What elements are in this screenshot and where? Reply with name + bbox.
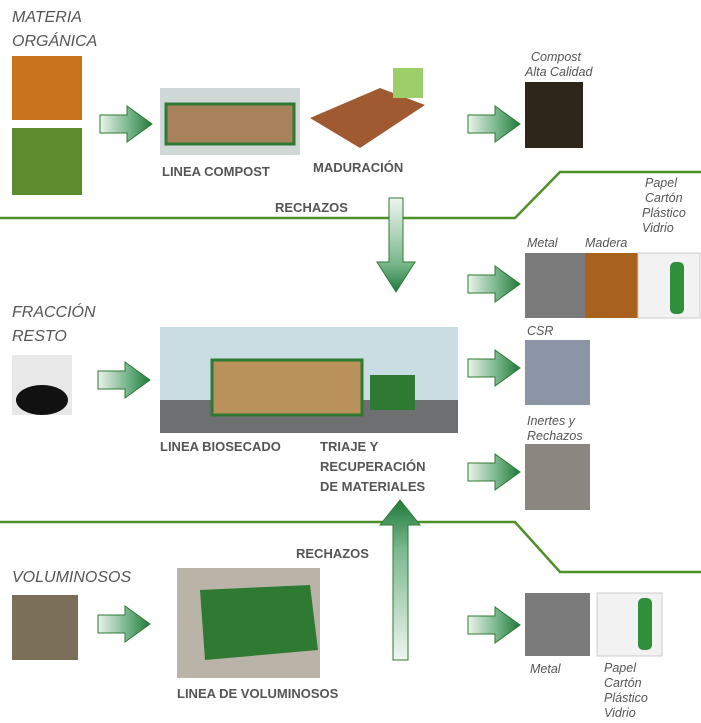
up-arrow (380, 500, 420, 660)
divider-line (0, 172, 701, 218)
section-title: ORGÁNICA (12, 31, 97, 50)
output-label: Plástico (642, 206, 686, 220)
right-arrow (468, 454, 520, 490)
triage-machine (370, 375, 415, 410)
compost-line-building (166, 104, 294, 144)
process-label: LINEA BIOSECADO (160, 439, 281, 454)
output-label: Plástico (604, 691, 648, 705)
output-label: Metal (530, 662, 562, 676)
process-label: LINEA COMPOST (162, 164, 270, 179)
bottle (638, 598, 652, 650)
output-label: Papel (604, 661, 637, 675)
process-label: TRIAJE Y (320, 439, 379, 454)
output-label: Vidrio (642, 221, 674, 235)
process-label: RECUPERACIÓN (320, 459, 425, 474)
output-label: Cartón (645, 191, 683, 205)
maturation-image (393, 68, 423, 98)
rejects-label: RECHAZOS (296, 546, 369, 561)
diagram: MATERIA ORGÁNICA LINEA COMPOST MADURACIÓ… (0, 0, 701, 723)
right-arrow (100, 106, 152, 142)
bulky-photo (12, 595, 78, 660)
bulky-line-building (200, 585, 318, 660)
output-label: Cartón (604, 676, 642, 690)
output-label: CSR (527, 324, 553, 338)
rejects-label: RECHAZOS (275, 200, 348, 215)
process-label: DE MATERIALES (320, 479, 426, 494)
output-label: Compost (531, 50, 582, 64)
organic-photo (12, 56, 82, 120)
process-label: LINEA DE VOLUMINOSOS (177, 686, 339, 701)
process-label: MADURACIÓN (313, 160, 403, 175)
output-label: Inertes y (527, 414, 576, 428)
right-arrow (468, 106, 520, 142)
recyclables-photo (638, 253, 700, 318)
section-title: RESTO (12, 328, 67, 345)
right-arrow (468, 350, 520, 386)
csr-photo (525, 340, 590, 405)
section-title: MATERIA (12, 9, 82, 26)
bottle (670, 262, 684, 314)
right-arrow (468, 266, 520, 302)
biodrying-building (212, 360, 362, 415)
output-label: Metal (527, 236, 559, 250)
inert-photo (525, 444, 590, 510)
output-label: Alta Calidad (524, 65, 593, 79)
section-title: VOLUMINOSOS (12, 569, 131, 586)
wood-photo (585, 253, 638, 318)
output-label: Papel (645, 176, 678, 190)
output-label: Madera (585, 236, 627, 250)
metal-photo (525, 253, 585, 318)
down-arrow (377, 198, 415, 292)
bag (16, 385, 68, 415)
recyclables-photo (597, 593, 662, 656)
metal-photo (525, 593, 590, 656)
right-arrow (98, 606, 150, 642)
right-arrow (98, 362, 150, 398)
organic-photo (12, 128, 82, 195)
right-arrow (468, 607, 520, 643)
section-title: FRACCIÓN (12, 302, 96, 321)
output-label: Rechazos (527, 429, 583, 443)
output-label: Vidrio (604, 706, 636, 720)
compost-output-photo (525, 82, 583, 148)
